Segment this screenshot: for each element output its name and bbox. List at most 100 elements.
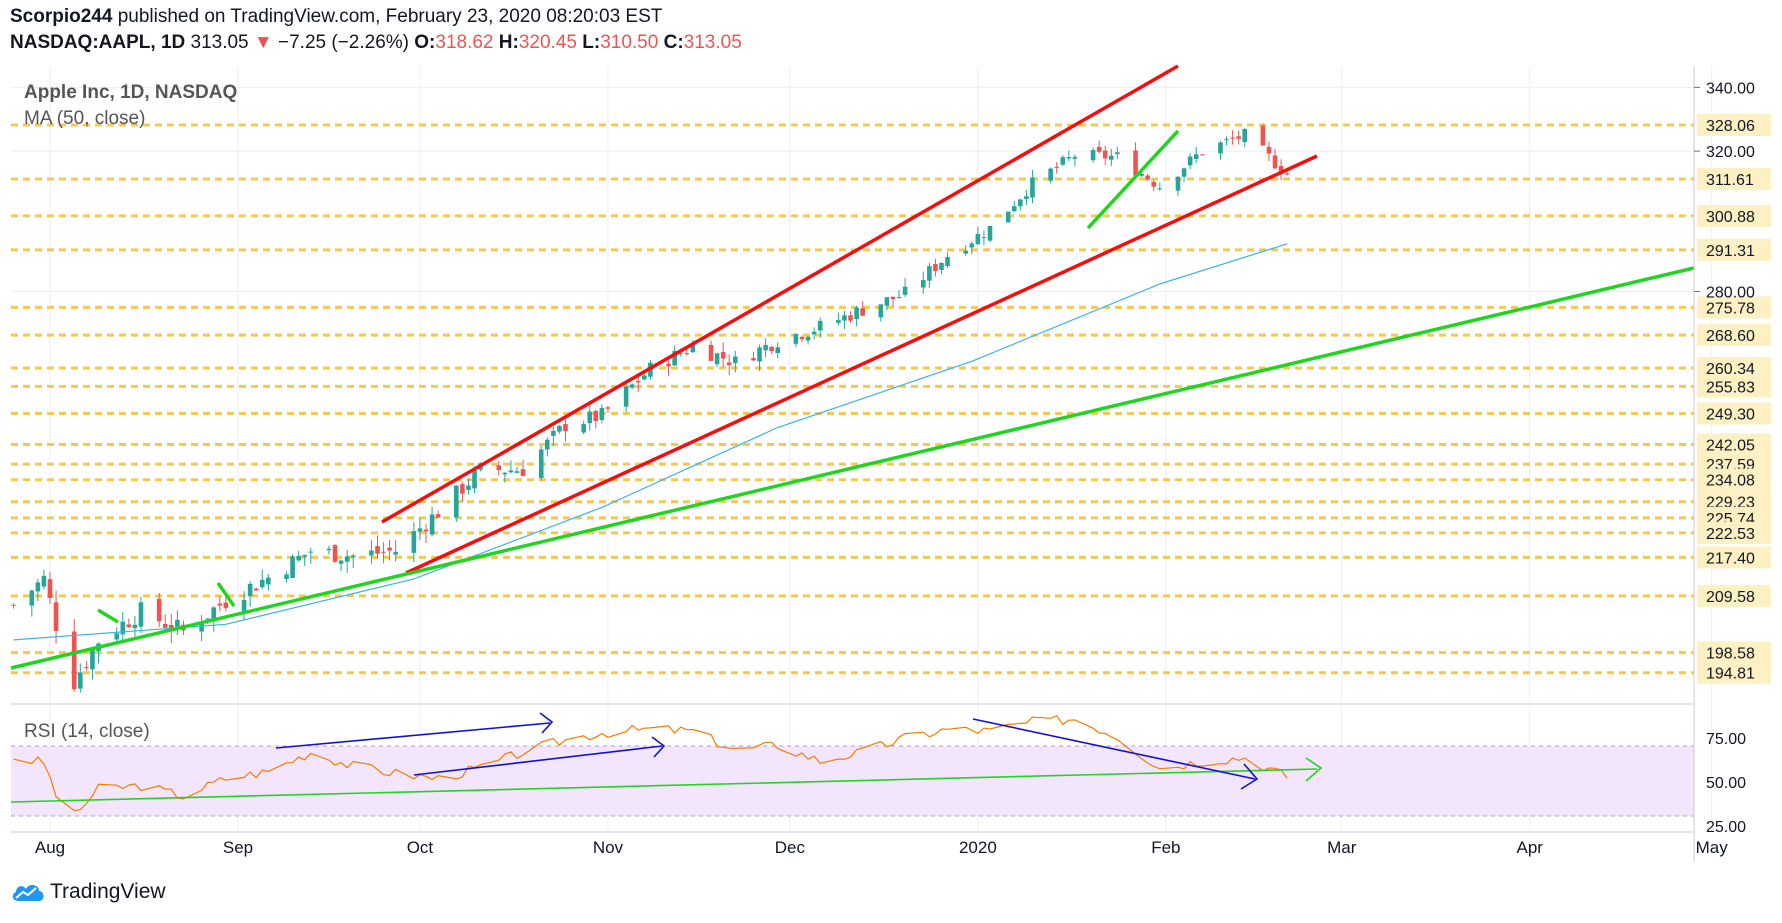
candle-body — [635, 380, 641, 383]
candle-body — [1108, 155, 1114, 160]
candle-body — [1024, 196, 1029, 199]
level-badge — [1697, 546, 1771, 569]
x-tick-label: Sep — [223, 838, 253, 857]
candle-body — [199, 623, 204, 632]
candle-body — [666, 363, 671, 367]
candle-body — [1060, 157, 1066, 165]
candle-body — [684, 353, 690, 355]
rsi-axis[interactable]: 75.00 50.00 25.00 — [1706, 731, 1746, 836]
symbol-label: NASDAQ:AAPL, 1D — [10, 32, 186, 53]
candle-body — [1018, 199, 1023, 207]
level-label: 234.08 — [1706, 473, 1755, 490]
candle-body — [375, 546, 380, 554]
level-badge — [1697, 661, 1771, 684]
price-axis[interactable]: 328.06 311.61 300.88 291.31 275.78 268.60 260.… — [1694, 80, 1771, 684]
candle-body — [793, 334, 799, 344]
candle-body — [1145, 175, 1150, 180]
level-label: 198.58 — [1706, 646, 1755, 663]
level-badge — [1697, 168, 1771, 191]
candle-body — [1181, 168, 1187, 177]
trend-lines — [10, 129, 1695, 670]
level-label: 291.31 — [1706, 243, 1755, 260]
sep-trend-line — [216, 582, 236, 607]
candle-body — [1193, 154, 1199, 159]
level-label: 275.78 — [1706, 300, 1755, 317]
candle-body — [1199, 154, 1205, 156]
candle-body — [1230, 137, 1235, 139]
low-value: 310.50 — [600, 32, 659, 53]
candle-body — [757, 347, 762, 362]
candle-body — [253, 588, 259, 591]
close-value: 313.05 — [683, 32, 742, 53]
candle-body — [332, 545, 338, 562]
support-resistance-levels — [11, 123, 1694, 675]
candle-body — [290, 556, 295, 578]
candle-body — [690, 344, 696, 353]
candle-body — [387, 547, 392, 551]
rsi-arrow-3 — [972, 718, 1256, 780]
candle-body — [466, 485, 471, 490]
candle-body — [751, 358, 756, 361]
candle-body — [417, 528, 423, 532]
level-label: 222.53 — [1706, 526, 1755, 543]
candle-body — [1054, 166, 1060, 168]
x-tick-label: 2020 — [959, 838, 997, 857]
candle-body — [854, 307, 859, 320]
candle-body — [623, 386, 629, 407]
candle-body — [223, 602, 229, 608]
candle-body — [502, 472, 508, 475]
candle-body — [460, 484, 465, 494]
rsi-line — [13, 714, 1288, 812]
chart-legend-title: Apple Inc, 1D, NASDAQ — [24, 82, 237, 103]
candle-body — [1090, 150, 1096, 161]
candle-body — [508, 470, 514, 473]
candle-body — [563, 424, 568, 432]
candle-body — [920, 280, 926, 288]
brand-name: TradingView — [50, 880, 166, 903]
candle-body — [605, 407, 611, 409]
candle-body — [1260, 125, 1266, 146]
time-axis[interactable]: Aug Sep Oct Nov Dec 2020 Feb Mar Apr May — [35, 838, 1728, 857]
author-name[interactable]: Scorpio244 — [10, 6, 113, 27]
channel-lower-line — [405, 154, 1318, 575]
candle-body — [472, 470, 477, 489]
candle-body — [805, 336, 811, 341]
tradingview-cloud-icon — [12, 885, 44, 901]
level-badge — [1697, 433, 1771, 456]
x-tick-label: Feb — [1151, 838, 1180, 857]
high-value: 320.45 — [518, 32, 577, 53]
candle-body — [175, 619, 180, 627]
rsi-support-line — [10, 768, 1318, 803]
candle-body — [1133, 150, 1138, 176]
candle-body — [1218, 142, 1223, 154]
candle-body — [454, 485, 459, 518]
rsi-arrow-1-head — [539, 712, 554, 734]
candle-body — [1242, 128, 1248, 142]
candle-body — [120, 621, 126, 635]
candle-body — [836, 320, 841, 323]
level-badge — [1697, 584, 1771, 607]
x-tick-label: May — [1696, 838, 1729, 857]
candle-body — [763, 344, 768, 351]
candle-body — [987, 225, 993, 241]
candle-body — [587, 411, 593, 424]
level-badge — [1697, 113, 1771, 136]
tradingview-brand[interactable]: TradingView — [10, 880, 166, 904]
candle-body — [817, 320, 823, 331]
candle-body — [29, 590, 35, 606]
candle-body — [350, 555, 356, 558]
candle-body — [496, 465, 502, 471]
level-label: 194.81 — [1706, 666, 1755, 683]
candle-body — [708, 344, 714, 361]
candle-body — [1187, 156, 1193, 166]
level-label: 260.34 — [1706, 361, 1755, 378]
x-tick-label: Mar — [1327, 838, 1357, 857]
level-label: 249.30 — [1706, 407, 1755, 424]
close-label: C: — [663, 32, 684, 53]
publish-info: Scorpio244 published on TradingView.com,… — [10, 6, 662, 28]
candle-body — [927, 266, 932, 281]
ma-legend: MA (50, close) — [24, 108, 145, 129]
candle-body — [1011, 206, 1017, 212]
candle-body — [47, 579, 53, 598]
